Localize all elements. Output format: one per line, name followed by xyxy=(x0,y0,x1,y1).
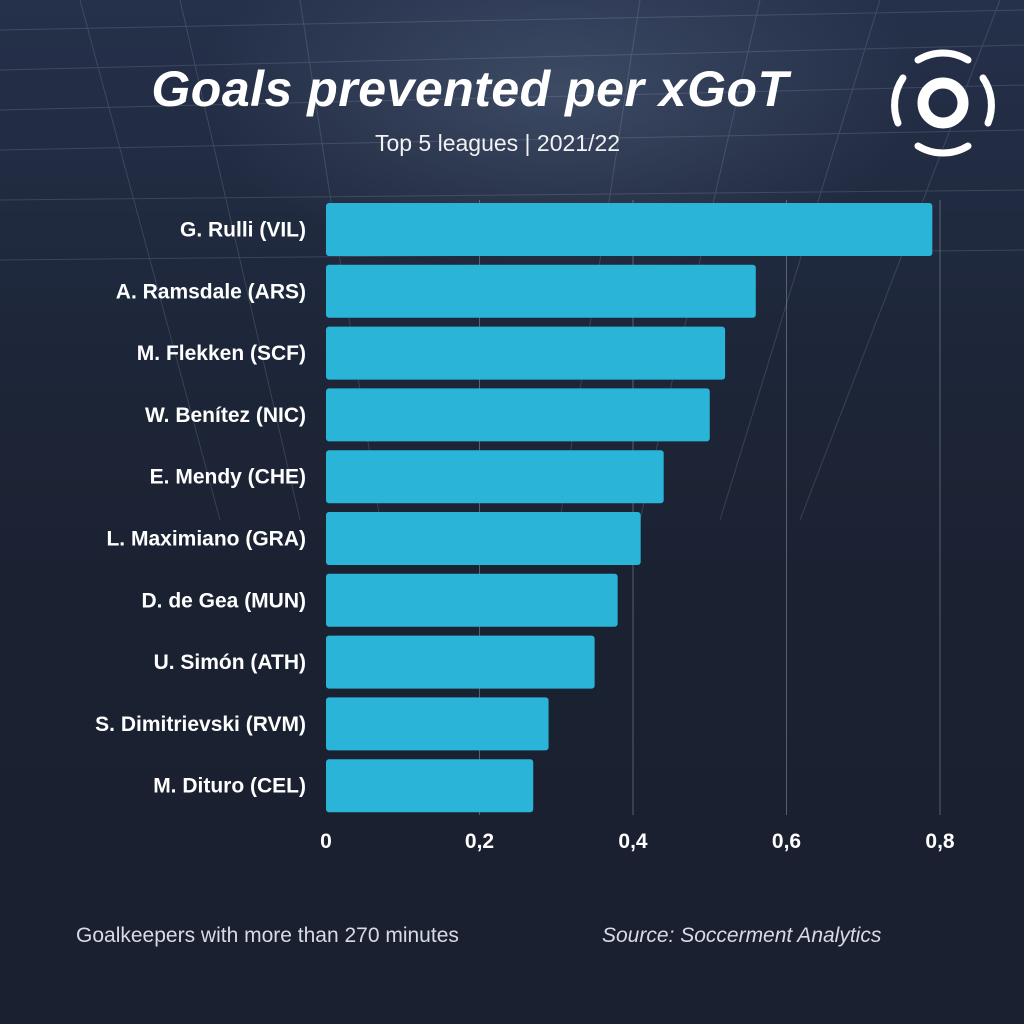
bar xyxy=(326,203,933,256)
category-label: G. Rulli (VIL) xyxy=(180,219,306,242)
category-label: M. Dituro (CEL) xyxy=(153,775,306,798)
bar xyxy=(326,264,756,318)
bar xyxy=(326,388,710,442)
bar xyxy=(326,512,641,565)
x-tick-label: 0 xyxy=(320,830,332,853)
bar xyxy=(326,759,534,813)
bar xyxy=(326,326,726,380)
category-label: L. Maximiano (GRA) xyxy=(106,528,306,551)
bars xyxy=(326,203,933,813)
soccerment-ball-logo-icon xyxy=(891,49,995,157)
x-tick-label: 0,4 xyxy=(618,830,648,853)
category-label: E. Mendy (CHE) xyxy=(150,466,306,489)
chart-subtitle: Top 5 leagues | 2021/22 xyxy=(374,130,621,156)
category-label: U. Simón (ATH) xyxy=(154,651,306,674)
category-labels: G. Rulli (VIL) A. Ramsdale (ARS) M. Flekke… xyxy=(95,219,306,798)
category-label: A. Ramsdale (ARS) xyxy=(116,280,306,303)
chart-title: Goals prevented per xGoT xyxy=(151,61,789,117)
bar xyxy=(326,450,664,504)
bar xyxy=(326,573,618,627)
bar xyxy=(326,635,595,689)
x-tick-label: 0,2 xyxy=(465,830,494,853)
x-tick-label: 0,8 xyxy=(925,830,955,853)
x-tick-label: 0,6 xyxy=(772,830,801,853)
category-label: D. de Gea (MUN) xyxy=(141,589,306,612)
x-axis-tick-labels: 0 0,2 0,4 0,6 0,8 xyxy=(320,830,955,853)
category-label: W. Benítez (NIC) xyxy=(145,404,306,427)
category-label: M. Flekken (SCF) xyxy=(137,342,306,365)
source-credit: Source: Soccerment Analytics xyxy=(602,924,882,947)
footnote: Goalkeepers with more than 270 minutes xyxy=(76,924,459,947)
category-label: S. Dimitrievski (RVM) xyxy=(95,713,306,736)
bar xyxy=(326,697,549,751)
